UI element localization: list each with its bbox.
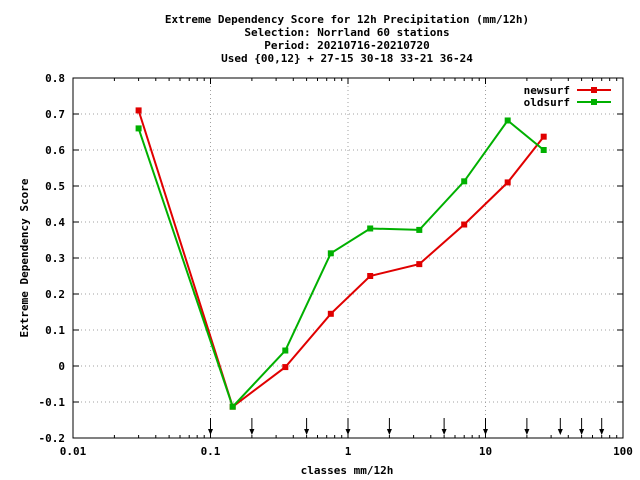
y-tick-label: -0.2 <box>39 432 66 445</box>
threshold-arrow-head <box>208 429 213 435</box>
legend-label-newsurf: newsurf <box>524 84 570 97</box>
threshold-arrow-head <box>579 429 585 435</box>
data-point-newsurf <box>135 107 142 114</box>
legend-label-oldsurf: oldsurf <box>524 96 570 109</box>
threshold-arrow <box>483 418 488 435</box>
title-line-4: Used {00,12} + 27-15 30-18 33-21 36-24 <box>221 52 473 65</box>
y-axis-label: Extreme Dependency Score <box>18 178 31 337</box>
y-tick-label: 0.6 <box>45 144 65 157</box>
data-point-newsurf <box>327 310 334 317</box>
data-point-oldsurf <box>282 347 289 354</box>
series-line-oldsurf <box>137 119 545 409</box>
chart-title: Extreme Dependency Score for 12h Precipi… <box>165 13 529 65</box>
y-tick-label: 0.7 <box>45 108 65 121</box>
threshold-arrow-head <box>524 429 530 435</box>
threshold-arrow-head <box>304 429 310 435</box>
threshold-arrow <box>345 418 351 435</box>
data-point-newsurf <box>282 364 289 371</box>
legend-marker-newsurf <box>591 87 597 93</box>
data-point-oldsurf <box>135 125 142 132</box>
x-tick-label: 1 <box>345 445 352 458</box>
threshold-arrow <box>386 418 392 435</box>
title-line-2: Selection: Norrland 60 stations <box>244 26 449 39</box>
y-tick-label: -0.1 <box>39 396 66 409</box>
threshold-arrow-head <box>441 429 447 435</box>
data-point-newsurf <box>504 179 511 186</box>
data-point-newsurf <box>540 133 547 140</box>
y-tick-label: 0.1 <box>45 324 65 337</box>
threshold-arrow <box>524 418 530 435</box>
threshold-arrow-head <box>557 429 563 435</box>
x-tick-label: 0.01 <box>60 445 87 458</box>
x-tick-label: 100 <box>613 445 633 458</box>
x-tick-label: 10 <box>479 445 492 458</box>
threshold-arrow-head <box>599 429 605 435</box>
title-line-1: Extreme Dependency Score for 12h Precipi… <box>165 13 529 26</box>
axis-ticks: 0.01 0.1 1 10 100 -0.2 -0.1 0 0.1 0.2 0.3 0.4 0.5 0.6… <box>39 72 633 458</box>
x-axis-label: classes mm/12h <box>301 464 394 477</box>
threshold-arrow <box>304 418 310 435</box>
x-tick-label: 0.1 <box>201 445 221 458</box>
grid-lines <box>73 78 623 438</box>
y-tick-label: 0.3 <box>45 252 65 265</box>
threshold-arrows <box>208 418 605 435</box>
legend-marker-oldsurf <box>591 99 597 105</box>
data-point-oldsurf <box>327 250 334 257</box>
threshold-arrow <box>441 418 447 435</box>
y-tick-label: 0.4 <box>45 216 65 229</box>
data-point-oldsurf <box>504 117 511 124</box>
threshold-arrow <box>208 418 213 435</box>
series-group <box>135 107 547 410</box>
data-point-newsurf <box>416 261 423 268</box>
data-point-oldsurf <box>229 403 236 410</box>
y-tick-label: 0.5 <box>45 180 65 193</box>
data-point-oldsurf <box>540 147 547 153</box>
threshold-arrow <box>599 418 605 435</box>
data-point-newsurf <box>461 221 468 228</box>
threshold-arrow-head <box>386 429 392 435</box>
threshold-arrow-head <box>249 429 255 435</box>
threshold-arrow-head <box>483 429 488 435</box>
title-line-3: Period: 20210716-20210720 <box>264 39 430 52</box>
data-point-oldsurf <box>367 225 374 232</box>
y-tick-label: 0.2 <box>45 288 65 301</box>
data-point-oldsurf <box>416 226 423 233</box>
y-tick-label: 0 <box>58 360 65 373</box>
data-point-oldsurf <box>461 178 468 185</box>
y-tick-label: 0.8 <box>45 72 65 85</box>
data-point-newsurf <box>367 273 374 279</box>
threshold-arrow-head <box>345 429 351 435</box>
threshold-arrow <box>557 418 563 435</box>
threshold-arrow <box>249 418 255 435</box>
threshold-arrow <box>579 418 585 435</box>
